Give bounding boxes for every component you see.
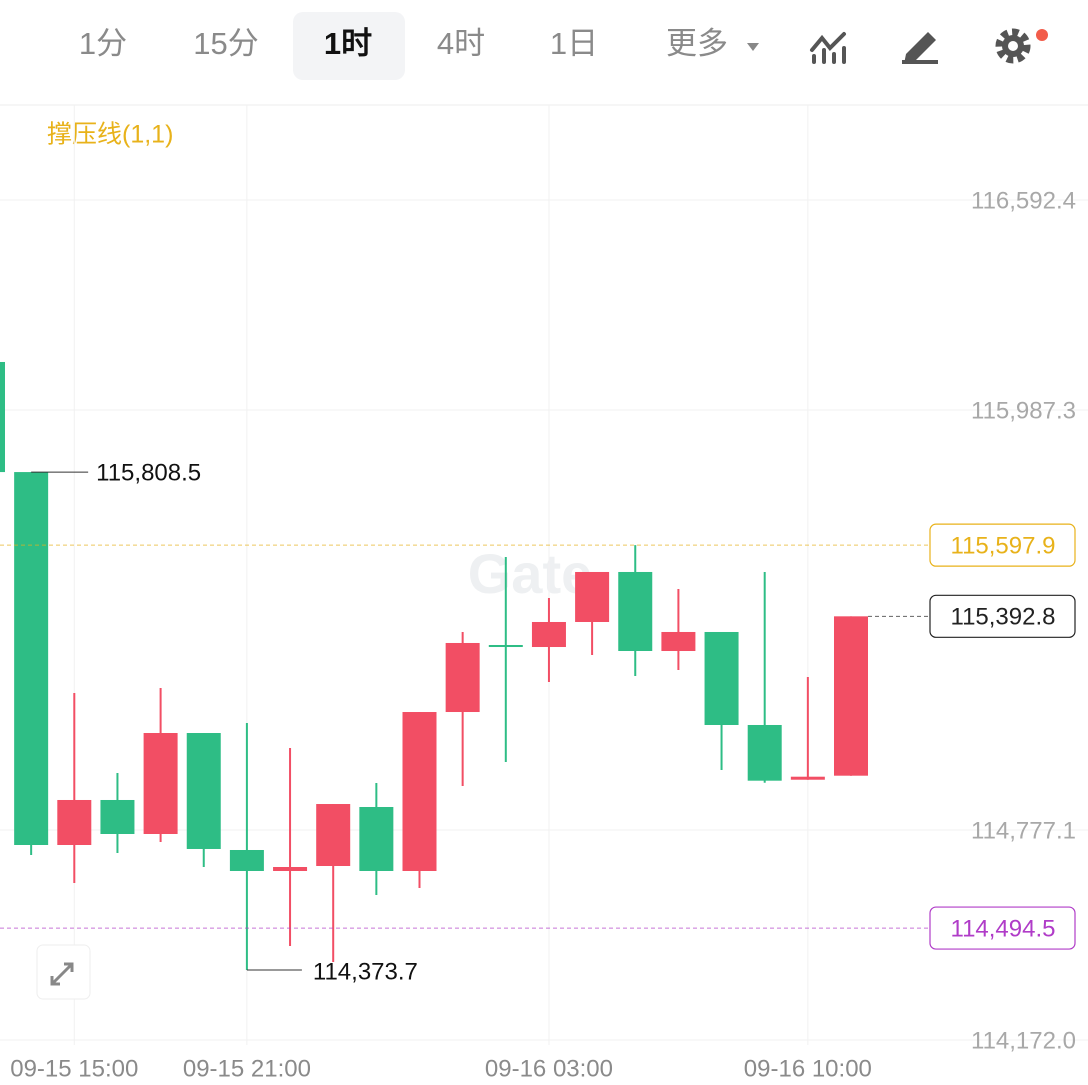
settings-icon[interactable] xyxy=(995,28,1048,64)
candle-body xyxy=(402,712,437,871)
more-arrow xyxy=(747,43,759,51)
candle-body xyxy=(143,733,178,834)
candle-body xyxy=(747,724,782,781)
tab[interactable]: 15分 xyxy=(193,26,258,61)
y-tick-label: 114,172.0 xyxy=(971,1027,1076,1054)
price-tag-label: 114,494.5 xyxy=(951,915,1056,942)
low-marker-label: 114,373.7 xyxy=(313,958,418,985)
candle-body xyxy=(575,571,610,622)
candle-body xyxy=(14,472,49,845)
candle-body xyxy=(186,733,221,849)
candle-body xyxy=(531,621,566,648)
candle-body xyxy=(790,776,825,780)
expand-button[interactable] xyxy=(36,944,91,1000)
tab[interactable]: 4时 xyxy=(437,26,485,61)
watermark: Gate xyxy=(468,542,593,605)
candle-body xyxy=(316,804,351,866)
candle-body xyxy=(0,361,5,473)
candle-body xyxy=(57,799,92,845)
candle-body xyxy=(229,849,264,871)
candle-body xyxy=(273,867,308,871)
candle-body xyxy=(834,616,868,776)
candle-body xyxy=(661,631,696,652)
indicator-icon[interactable] xyxy=(810,32,846,64)
chart: 116,592.4 115,987.3 114,777.1 114,172.0 09-1… xyxy=(0,105,1088,1082)
y-tick-label: 114,777.1 xyxy=(971,817,1076,844)
x-tick-label: 09-15 15:00 xyxy=(10,1055,138,1082)
candle-body xyxy=(100,799,135,834)
candle-body xyxy=(704,631,739,725)
price-tag-box xyxy=(929,523,1076,567)
price-tag-box xyxy=(929,594,1076,638)
candle-body xyxy=(618,571,653,652)
active-tab-bg xyxy=(293,12,405,80)
x-tick-label: 09-15 21:00 xyxy=(183,1055,311,1082)
x-tick-label: 09-16 03:00 xyxy=(485,1055,613,1082)
tab[interactable]: 1时 xyxy=(324,26,372,61)
tabs: 1分 15分 1时 4时 1日 更多 xyxy=(79,26,728,61)
high-marker-label: 115,808.5 xyxy=(96,459,201,486)
candle-body xyxy=(445,642,480,713)
candles xyxy=(0,361,868,971)
candle-body xyxy=(488,644,523,648)
tab[interactable]: 1分 xyxy=(79,26,127,61)
y-tick-label: 115,987.3 xyxy=(971,397,1076,424)
tab[interactable]: 1日 xyxy=(550,26,598,61)
y-tick-label: 116,592.4 xyxy=(971,187,1076,214)
price-tag-label: 115,597.9 xyxy=(951,532,1056,559)
price-tag-label: 115,392.8 xyxy=(951,604,1056,631)
indicator-label: 撑压线(1,1) xyxy=(47,121,173,149)
candle-body xyxy=(359,806,394,871)
price-tag-box xyxy=(929,906,1076,950)
draw-icon[interactable] xyxy=(902,32,938,64)
tab[interactable]: 更多 xyxy=(666,26,728,61)
x-tick-label: 09-16 10:00 xyxy=(744,1055,872,1082)
